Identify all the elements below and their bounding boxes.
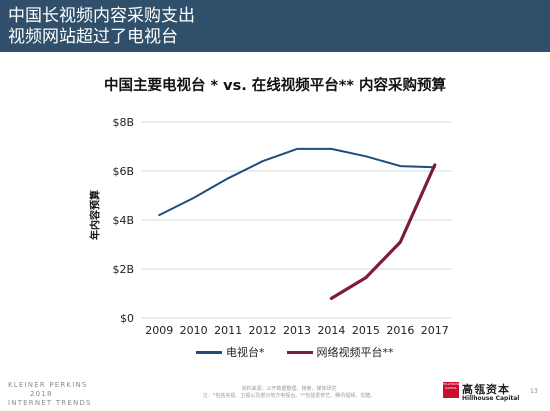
- x-tick-label: 2015: [352, 324, 380, 337]
- x-tick-label: 2017: [421, 324, 449, 337]
- x-tick-label: 2016: [386, 324, 414, 337]
- hillhouse-logo-english: Hillhouse Capital: [462, 395, 520, 402]
- header-title-line1: 中国长视频内容采购支出: [8, 6, 195, 26]
- page-number: 13: [530, 388, 538, 395]
- y-tick-label: $6B: [112, 165, 134, 178]
- brand-subtitle: INTERNET TRENDS: [8, 399, 92, 407]
- kleiner-perkins-brand: KLEINER PERKINS 2018 INTERNET TRENDS: [8, 381, 92, 408]
- legend-swatch-online: [286, 350, 313, 354]
- legend-label-online: 网络视频平台**: [316, 346, 394, 359]
- y-tick-label: $8B: [112, 116, 134, 129]
- header-title-line2: 视频网站超过了电视台: [8, 27, 178, 47]
- y-tick-label: $2B: [112, 263, 134, 276]
- legend-label-tv: 电视台*: [226, 346, 265, 359]
- chart-title: 中国主要电视台 * vs. 在线视频平台** 内容采购预算: [103, 78, 447, 94]
- hillhouse-logo-icon: HILLHOUSE CAPITAL: [443, 382, 459, 398]
- hillhouse-logo-chinese: 高瓴资本: [462, 383, 510, 396]
- x-tick-label: 2014: [317, 324, 345, 337]
- x-tick-label: 2010: [180, 324, 208, 337]
- x-tick-label: 2009: [145, 324, 173, 337]
- source-line-1: 资料来源：公开数据整理、搜索、媒体研究: [241, 386, 337, 392]
- brand-name: KLEINER PERKINS: [8, 381, 88, 389]
- legend-item-online: 网络视频平台**: [286, 344, 394, 360]
- legend-swatch-tv: [196, 350, 222, 354]
- source-note: 资料来源：公开数据整理、搜索、媒体研究 注：*包括央视、卫视以及部分地方电视台。…: [178, 386, 400, 400]
- brand-year: 2018: [30, 390, 53, 398]
- series-line-online: [329, 163, 437, 300]
- y-tick-label: $4B: [112, 214, 134, 227]
- source-line-2: 注：*包括央视、卫视以及部分地方电视台。**包括爱奇艺、腾讯视频、优酷。: [202, 393, 376, 399]
- x-tick-label: 2012: [249, 324, 277, 337]
- y-axis-label: 年内容预算: [90, 190, 102, 240]
- y-tick-label: $0: [120, 312, 134, 325]
- legend-item-tv: 电视台*: [196, 344, 265, 360]
- header-banner: 中国长视频内容采购支出 视频网站超过了电视台: [0, 0, 550, 52]
- chart-legend: 电视台* 网络视频平台**: [196, 345, 416, 359]
- series-line-tv: [158, 147, 436, 217]
- x-tick-label: 2011: [214, 324, 242, 337]
- x-tick-label: 2013: [283, 324, 311, 337]
